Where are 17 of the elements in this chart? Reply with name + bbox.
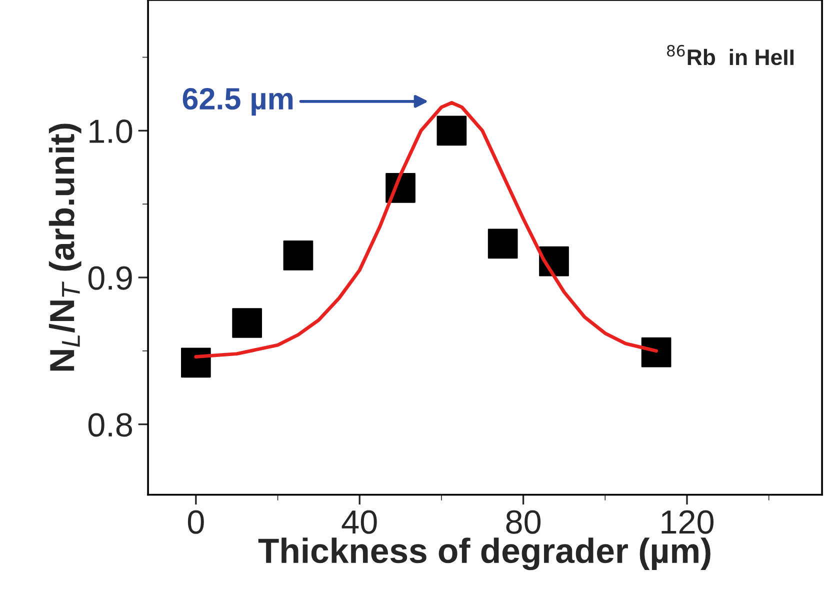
point (283, 240, 314, 270)
x-axis-title: Thickness of degrader (µm) (258, 538, 710, 570)
point (180, 348, 211, 378)
x-tick-label: 40 (342, 510, 377, 534)
x-tick-label: 120 (662, 510, 714, 534)
x-tick-label: 0 (188, 510, 204, 534)
y-axis-title: N$_{L}$/N$_{T}$ (arb.unit) (48, 124, 82, 371)
y-tick-label: 0.8 (88, 413, 132, 437)
y-tick-label: 0.9 (88, 266, 132, 290)
annotation: 62.5 µm (182, 88, 293, 116)
annotation: $^{86}$Rb in HeII (667, 44, 794, 66)
point (232, 308, 262, 338)
x-tick-label: 80 (506, 510, 541, 534)
point (641, 337, 672, 368)
point (488, 228, 518, 259)
y-tick-label: 1.0 (90, 119, 132, 144)
point (436, 116, 467, 146)
